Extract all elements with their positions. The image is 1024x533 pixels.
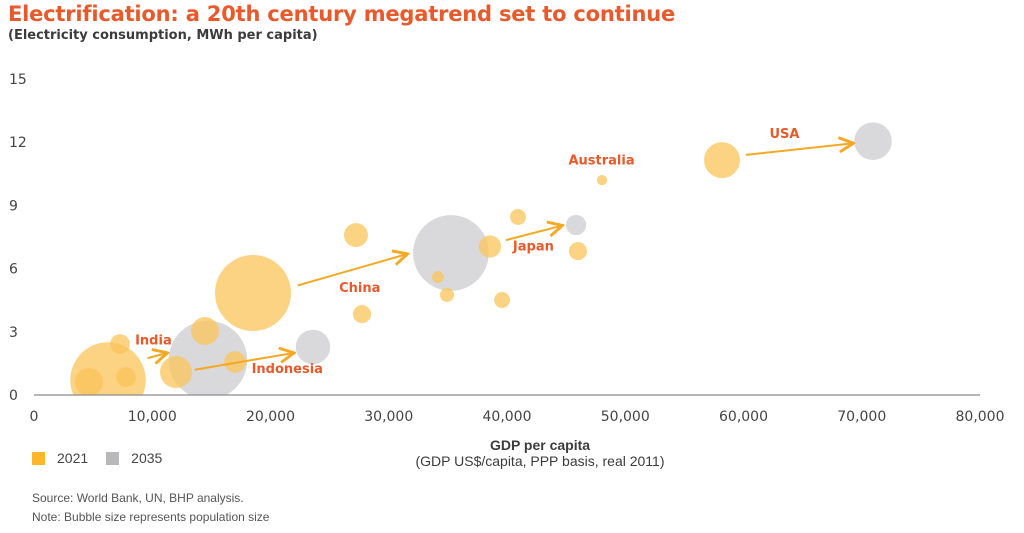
annotations: India Indonesia China Japan Australia USA	[135, 127, 853, 377]
series-2021	[70, 142, 740, 395]
legend-item-2035: 2035	[106, 450, 162, 466]
y-tick-label: 12	[9, 135, 27, 151]
x-tick-label: 70,000	[837, 409, 886, 425]
arrow-indonesia	[194, 353, 294, 371]
x-tick-label: 80,000	[956, 409, 1005, 425]
bubble-2021-country-11	[431, 271, 444, 284]
bubble-2035-japan	[565, 214, 587, 236]
footnotes: Source: World Bank, UN, BHP analysis. No…	[32, 489, 269, 527]
arrow-china	[297, 254, 408, 287]
x-tick-label: 40,000	[483, 409, 532, 425]
series-2035	[168, 122, 892, 395]
x-tick-label: 10,000	[128, 409, 177, 425]
y-tick-label: 15	[9, 72, 27, 88]
legend-item-2021: 2021	[32, 450, 88, 466]
label-indonesia: Indonesia	[252, 362, 323, 377]
bubble-2021-country-3	[116, 367, 136, 387]
x-axis-label: GDP per capita	[489, 437, 591, 453]
x-axis-title: GDP per capita (GDP US$/capita, PPP basi…	[340, 437, 740, 469]
label-japan: Japan	[512, 240, 554, 255]
chart-title: Electrification: a 20th century megatren…	[8, 2, 676, 26]
x-tick-label: 60,000	[719, 409, 768, 425]
y-tick-label: 6	[9, 262, 18, 278]
x-tick-label: 30,000	[364, 409, 413, 425]
bubble-2035-china	[413, 215, 489, 291]
x-axis-sublabel: (GDP US$/capita, PPP basis, real 2011)	[415, 453, 665, 469]
bubble-2021-country-9	[344, 223, 368, 248]
bubble-2021-country-10	[352, 305, 372, 324]
y-tick-label: 3	[9, 325, 18, 341]
label-australia: Australia	[568, 153, 634, 168]
bubble-2021-australia	[596, 174, 608, 186]
x-tick-label: 50,000	[601, 409, 650, 425]
arrow-india	[147, 353, 168, 358]
bubble-2021-usa	[704, 142, 740, 179]
bubble-2021-japan	[478, 235, 502, 258]
legend: 2021 2035	[32, 450, 180, 466]
label-usa: USA	[770, 127, 800, 142]
bubble-2021-country-14	[494, 292, 511, 308]
bubble-2021-country-6	[191, 317, 219, 345]
arrow-usa	[745, 143, 854, 156]
legend-swatch-2021	[32, 451, 45, 465]
x-tick-label: 20,000	[246, 409, 295, 425]
chart-subtitle: (Electricity consumption, MWh per capita…	[8, 28, 318, 43]
legend-label-2021: 2021	[57, 450, 89, 466]
bubble-size-note: Note: Bubble size represents population …	[32, 510, 270, 524]
y-axis-ticks: 0 3 6 9 12 15	[9, 72, 27, 404]
bubble-2035-usa	[854, 122, 892, 160]
bubble-2035-indonesia	[295, 329, 331, 365]
bubble-2021-country-16	[568, 242, 588, 261]
bubble-2021-country-15	[510, 209, 526, 225]
y-tick-label: 9	[9, 198, 18, 214]
arrow-japan	[505, 225, 563, 242]
x-axis-ticks: 0 10,000 20,000 30,000 40,000 50,000 60,000 70,…	[30, 409, 1005, 425]
y-tick-label: 0	[9, 388, 18, 404]
bubble-2021-indonesia	[160, 356, 193, 389]
x-tick-label: 0	[30, 409, 39, 425]
legend-swatch-2035	[106, 451, 120, 465]
bubble-2021-country-4	[110, 334, 130, 354]
legend-label-2035: 2035	[131, 450, 163, 466]
bubble-2021-china	[214, 255, 291, 332]
label-china: China	[339, 281, 380, 296]
bubble-2021-country-2	[75, 367, 103, 395]
label-india: India	[135, 333, 172, 348]
bubble-2021-country-12	[440, 287, 455, 302]
source-note: Source: World Bank, UN, BHP analysis.	[32, 491, 244, 505]
